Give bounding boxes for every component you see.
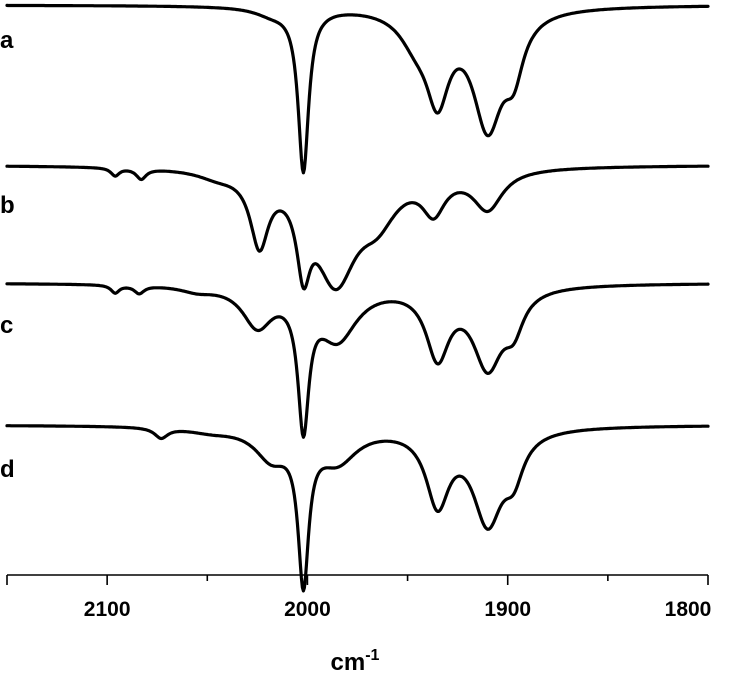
trace-label-b: b (0, 192, 15, 219)
x-axis-ticks (6, 575, 709, 585)
spectrum-trace-a (5, 3, 710, 175)
trace-labels: a b c d (0, 27, 15, 483)
trace-label-d: d (0, 456, 15, 483)
x-axis-label: cm-1 (331, 647, 380, 676)
x-axis-tick-labels: 2100 2000 1900 1800 (84, 598, 712, 621)
spectrum-trace-d (5, 424, 710, 593)
x-tick-label: 1800 (665, 598, 712, 621)
spectra-traces (5, 3, 710, 593)
x-tick-label: 1900 (484, 598, 531, 621)
x-axis-label-superscript: -1 (365, 647, 379, 664)
x-tick-label: 2100 (84, 598, 131, 621)
spectrum-trace-c (5, 282, 710, 439)
trace-label-a: a (0, 27, 14, 54)
x-tick-label: 2000 (284, 598, 331, 621)
spectrum-trace-b (5, 164, 710, 292)
x-axis-label-base: cm (331, 649, 366, 676)
trace-label-c: c (0, 312, 13, 339)
